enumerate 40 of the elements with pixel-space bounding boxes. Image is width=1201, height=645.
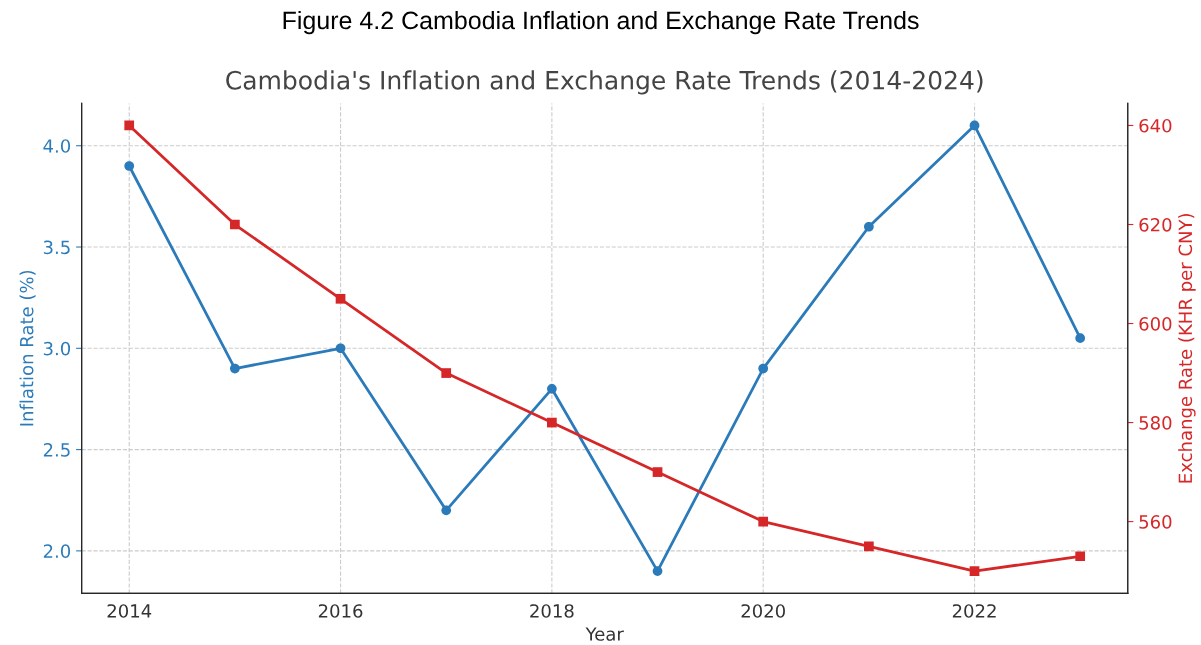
y-tick-label: 3.0 bbox=[43, 341, 71, 356]
x-tick-label: 2018 bbox=[530, 604, 574, 618]
point bbox=[441, 368, 452, 378]
x-tick-label: 2014 bbox=[107, 604, 152, 618]
point bbox=[969, 566, 980, 576]
point bbox=[758, 363, 769, 374]
point bbox=[652, 566, 663, 576]
point bbox=[864, 221, 874, 232]
point bbox=[547, 417, 557, 428]
y2-axis-title: Exchange Rate (KHR per CNY) bbox=[1178, 213, 1196, 483]
y-axis-title: Inflation Rate (%) bbox=[19, 270, 36, 426]
point bbox=[652, 467, 663, 477]
y2-tick-label: 600 bbox=[1139, 317, 1172, 331]
point bbox=[758, 516, 769, 527]
x-tick-label: 2020 bbox=[741, 604, 785, 618]
point bbox=[1075, 333, 1086, 344]
point bbox=[124, 161, 135, 171]
y-tick-label: 2.5 bbox=[43, 443, 70, 457]
x-tick-label: 2022 bbox=[952, 604, 996, 618]
x-tick-label: 2016 bbox=[318, 604, 363, 618]
point bbox=[969, 120, 980, 131]
y2-tick-label: 560 bbox=[1139, 515, 1172, 529]
point bbox=[230, 363, 240, 374]
point bbox=[1075, 551, 1086, 562]
point bbox=[335, 293, 346, 304]
point bbox=[864, 541, 874, 552]
y-tick-label: 3.5 bbox=[43, 240, 70, 255]
chart-subtitle: Cambodia's Inflation and Exchange Rate Trends (2014-2024) bbox=[226, 70, 983, 95]
y-tick-label: 4.0 bbox=[43, 139, 71, 153]
x-axis-title: Year bbox=[585, 627, 624, 641]
y2-tick-label: 580 bbox=[1139, 416, 1172, 430]
point bbox=[441, 505, 452, 516]
y2-tick-label: 620 bbox=[1139, 217, 1172, 232]
y2-tick-label: 640 bbox=[1139, 118, 1172, 133]
y-tick-label: 2.0 bbox=[43, 544, 71, 558]
chart-title: Figure 4.2 Cambodia Inflation and Exchange Rate Trends bbox=[283, 10, 919, 35]
point bbox=[335, 343, 346, 354]
point bbox=[230, 219, 240, 230]
point bbox=[547, 383, 557, 394]
point bbox=[124, 120, 135, 131]
